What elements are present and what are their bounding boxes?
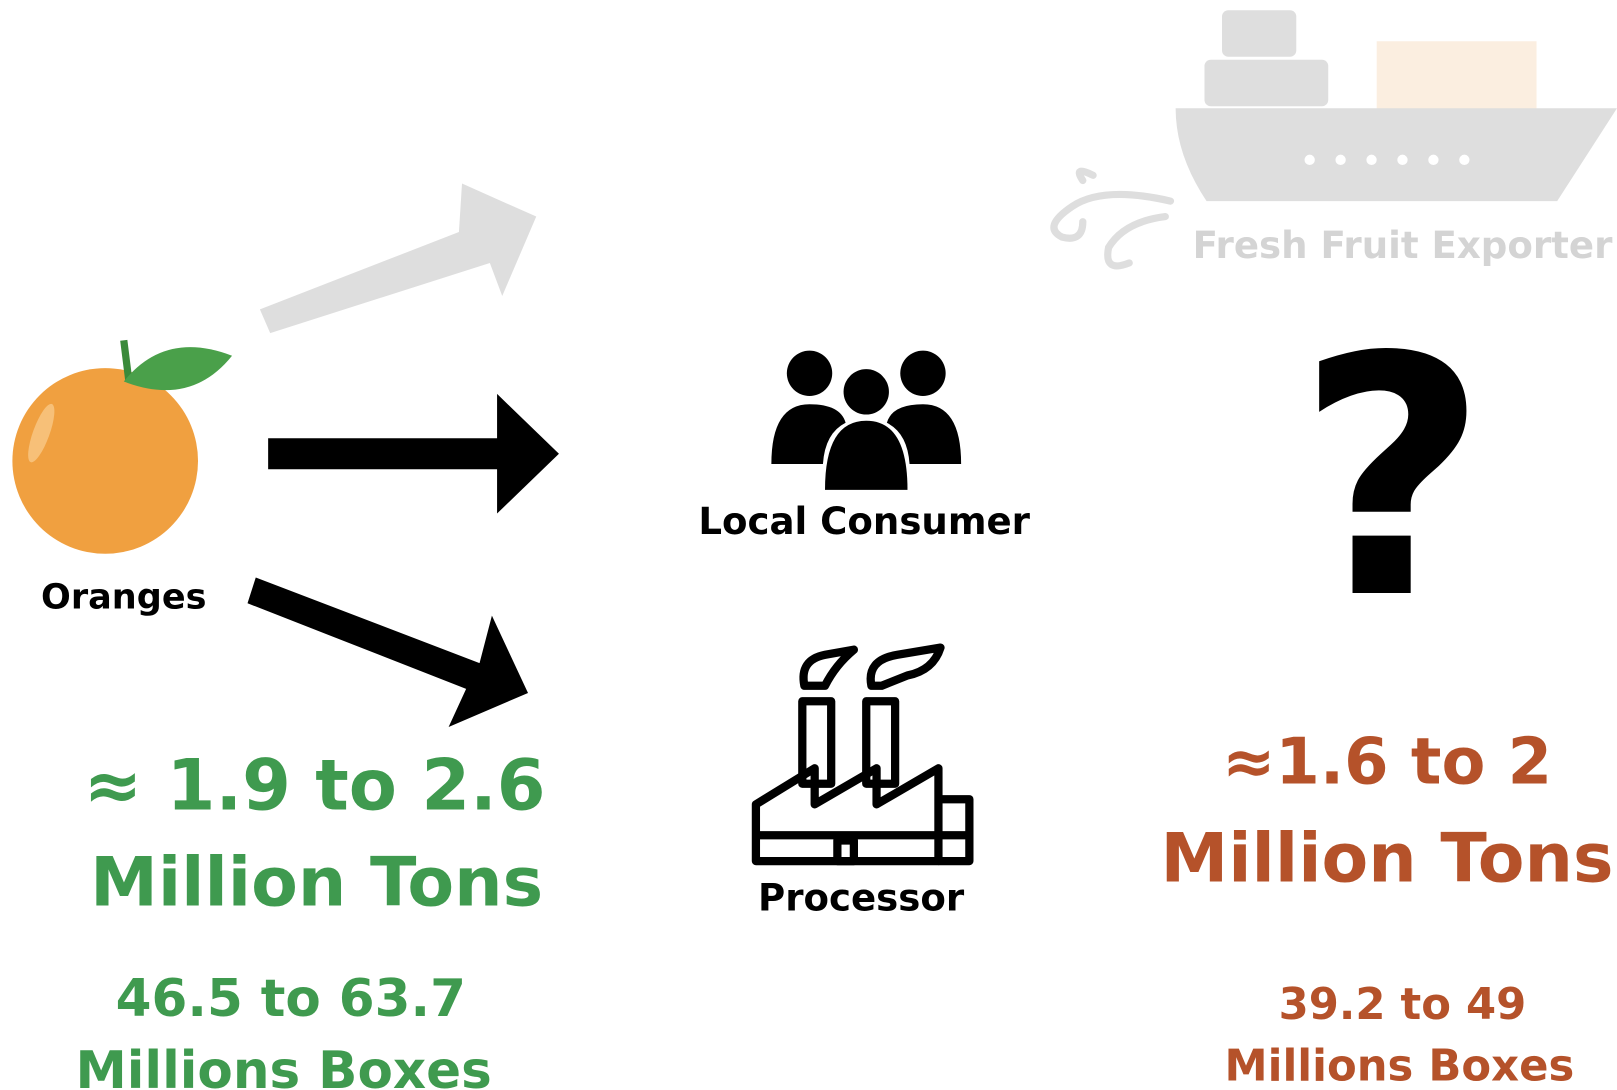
export-tons: ≈1.6 to 2 (1222, 726, 1552, 800)
arrow-down (247, 577, 529, 728)
people-icon (771, 350, 962, 490)
ship-icon (1050, 10, 1617, 270)
arrow-right (268, 393, 559, 514)
arrow-faded (259, 183, 537, 334)
exporter-label: Fresh Fruit Exporter (1193, 224, 1613, 267)
factory-icon (751, 643, 974, 866)
processor-label: Processor (758, 877, 965, 920)
local-boxes: 46.5 to 63.7 (116, 969, 466, 1029)
local-tons-unit: Million Tons (90, 843, 543, 922)
export-boxes-unit: Millions Boxes (1225, 1042, 1575, 1090)
local-tons: ≈ 1.9 to 2.6 (84, 745, 546, 827)
export-tons-unit: Million Tons (1161, 820, 1614, 899)
oranges-label: Oranges (41, 576, 206, 617)
orange-icon (12, 339, 233, 554)
local-boxes-unit: Millions Boxes (75, 1041, 491, 1090)
export-boxes: 39.2 to 49 (1279, 980, 1527, 1030)
question-mark: ? (1296, 287, 1487, 671)
consumer-label: Local Consumer (698, 500, 1030, 543)
